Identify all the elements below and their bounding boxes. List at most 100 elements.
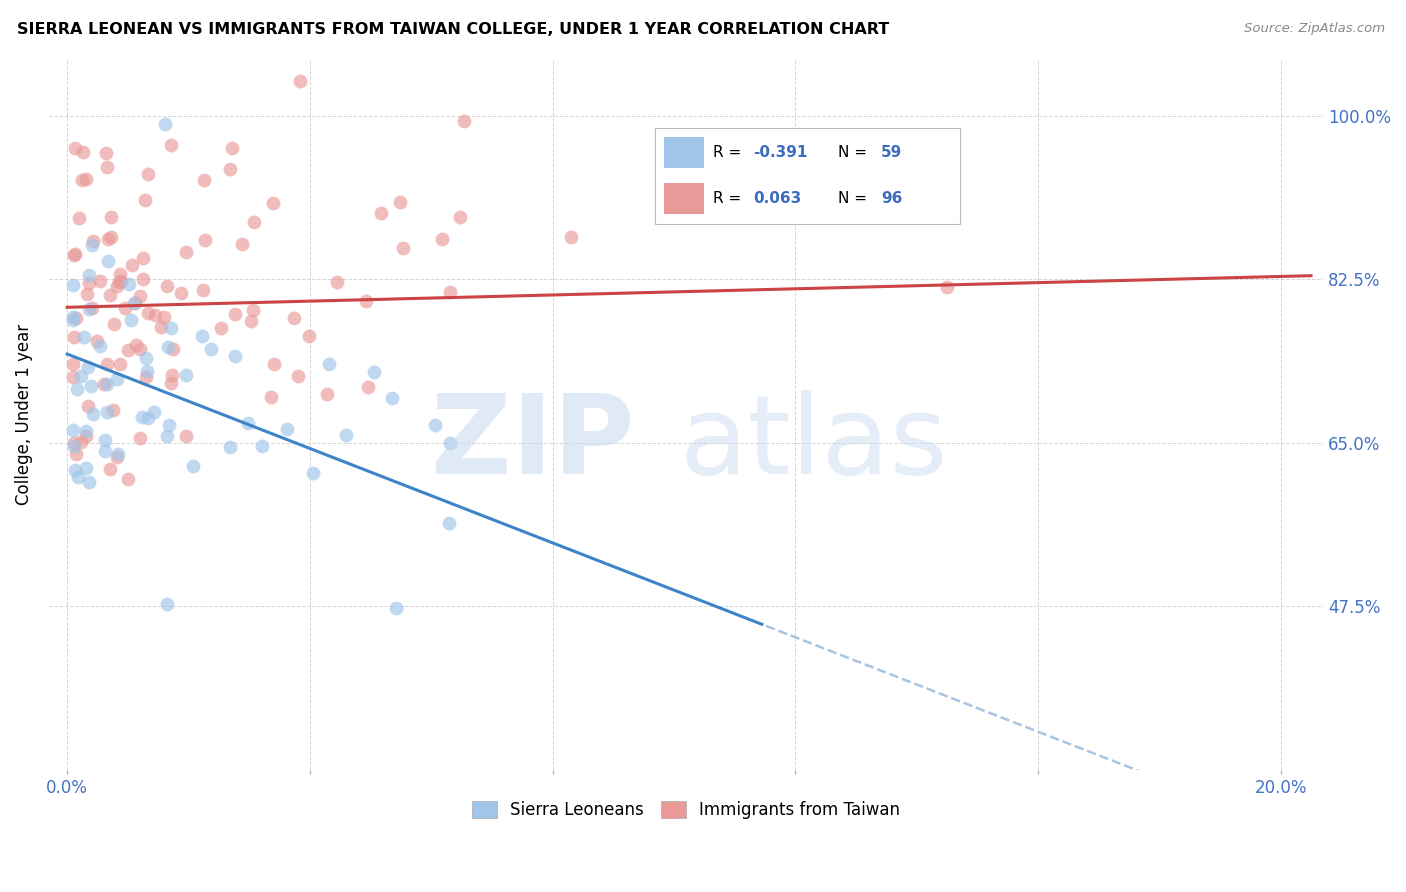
Point bbox=[381, 391, 404, 405]
Text: R =: R = bbox=[713, 191, 747, 206]
Point bbox=[318, 357, 340, 371]
Point bbox=[120, 312, 142, 326]
Point bbox=[80, 301, 103, 315]
Point bbox=[97, 254, 120, 268]
Point bbox=[117, 471, 139, 485]
Point bbox=[236, 416, 259, 430]
Point bbox=[174, 429, 197, 443]
Point bbox=[385, 600, 408, 615]
Point bbox=[150, 320, 173, 334]
Point bbox=[190, 328, 212, 343]
Point bbox=[242, 302, 264, 317]
Point bbox=[67, 211, 90, 225]
Point bbox=[290, 74, 312, 88]
Point bbox=[298, 329, 321, 343]
Point bbox=[131, 251, 153, 265]
Point bbox=[77, 475, 100, 490]
Point bbox=[283, 311, 305, 326]
FancyBboxPatch shape bbox=[665, 184, 704, 214]
Point bbox=[174, 244, 197, 259]
Point bbox=[107, 276, 129, 290]
Point bbox=[65, 311, 87, 326]
Point bbox=[138, 411, 160, 425]
Point bbox=[160, 376, 183, 391]
Point bbox=[89, 274, 111, 288]
Point bbox=[363, 365, 385, 379]
Point bbox=[425, 418, 447, 433]
Point bbox=[437, 516, 460, 530]
Point bbox=[67, 470, 90, 484]
Point bbox=[100, 229, 122, 244]
Point bbox=[162, 342, 184, 356]
Point bbox=[62, 313, 84, 327]
Point bbox=[219, 440, 242, 454]
Point bbox=[152, 310, 174, 324]
Point bbox=[105, 450, 128, 464]
Point bbox=[156, 597, 179, 611]
Point bbox=[224, 307, 246, 321]
Point bbox=[86, 334, 108, 348]
Point bbox=[96, 405, 118, 419]
Point bbox=[100, 211, 122, 225]
Point bbox=[63, 141, 86, 155]
Point bbox=[239, 314, 262, 328]
Point bbox=[108, 357, 131, 371]
Point bbox=[96, 160, 118, 174]
Point bbox=[153, 117, 176, 131]
Point bbox=[134, 193, 156, 207]
Point bbox=[221, 141, 243, 155]
Point bbox=[453, 114, 475, 128]
Point bbox=[70, 369, 93, 384]
Point bbox=[62, 439, 84, 453]
Point bbox=[135, 351, 157, 365]
Point bbox=[219, 162, 242, 177]
Point bbox=[76, 429, 98, 443]
Point bbox=[439, 285, 461, 299]
Point bbox=[72, 145, 94, 160]
Point bbox=[326, 275, 349, 289]
Point bbox=[302, 466, 325, 480]
Point bbox=[82, 234, 104, 248]
Point bbox=[63, 462, 86, 476]
Point bbox=[105, 372, 128, 386]
Point bbox=[439, 436, 461, 450]
Point bbox=[77, 399, 100, 413]
Point bbox=[65, 247, 87, 261]
Point bbox=[143, 308, 166, 322]
Point bbox=[79, 268, 101, 283]
Point bbox=[260, 390, 283, 404]
Point bbox=[63, 329, 86, 343]
Point bbox=[136, 364, 159, 378]
Point bbox=[193, 173, 215, 187]
Point bbox=[252, 439, 274, 453]
Point bbox=[243, 215, 266, 229]
Point bbox=[200, 342, 222, 356]
Point bbox=[316, 386, 339, 401]
Point bbox=[82, 407, 104, 421]
Point bbox=[114, 301, 136, 316]
Point bbox=[449, 210, 471, 224]
Point bbox=[75, 171, 97, 186]
Point bbox=[77, 276, 100, 290]
Point bbox=[156, 278, 179, 293]
Text: -0.391: -0.391 bbox=[752, 145, 807, 161]
Point bbox=[356, 293, 378, 308]
Point bbox=[129, 289, 152, 303]
Point bbox=[98, 462, 121, 476]
Point bbox=[132, 272, 155, 286]
Point bbox=[72, 173, 94, 187]
Text: 96: 96 bbox=[882, 191, 903, 206]
Point bbox=[131, 409, 153, 424]
Point bbox=[122, 295, 145, 310]
Point bbox=[142, 405, 165, 419]
Text: N =: N = bbox=[838, 191, 872, 206]
FancyBboxPatch shape bbox=[665, 137, 704, 168]
Point bbox=[93, 377, 115, 392]
Point bbox=[135, 369, 157, 384]
Point bbox=[96, 357, 118, 371]
Point bbox=[136, 168, 159, 182]
Point bbox=[108, 267, 131, 281]
Text: R =: R = bbox=[713, 145, 747, 161]
Point bbox=[129, 342, 152, 356]
Text: SIERRA LEONEAN VS IMMIGRANTS FROM TAIWAN COLLEGE, UNDER 1 YEAR CORRELATION CHART: SIERRA LEONEAN VS IMMIGRANTS FROM TAIWAN… bbox=[17, 22, 889, 37]
